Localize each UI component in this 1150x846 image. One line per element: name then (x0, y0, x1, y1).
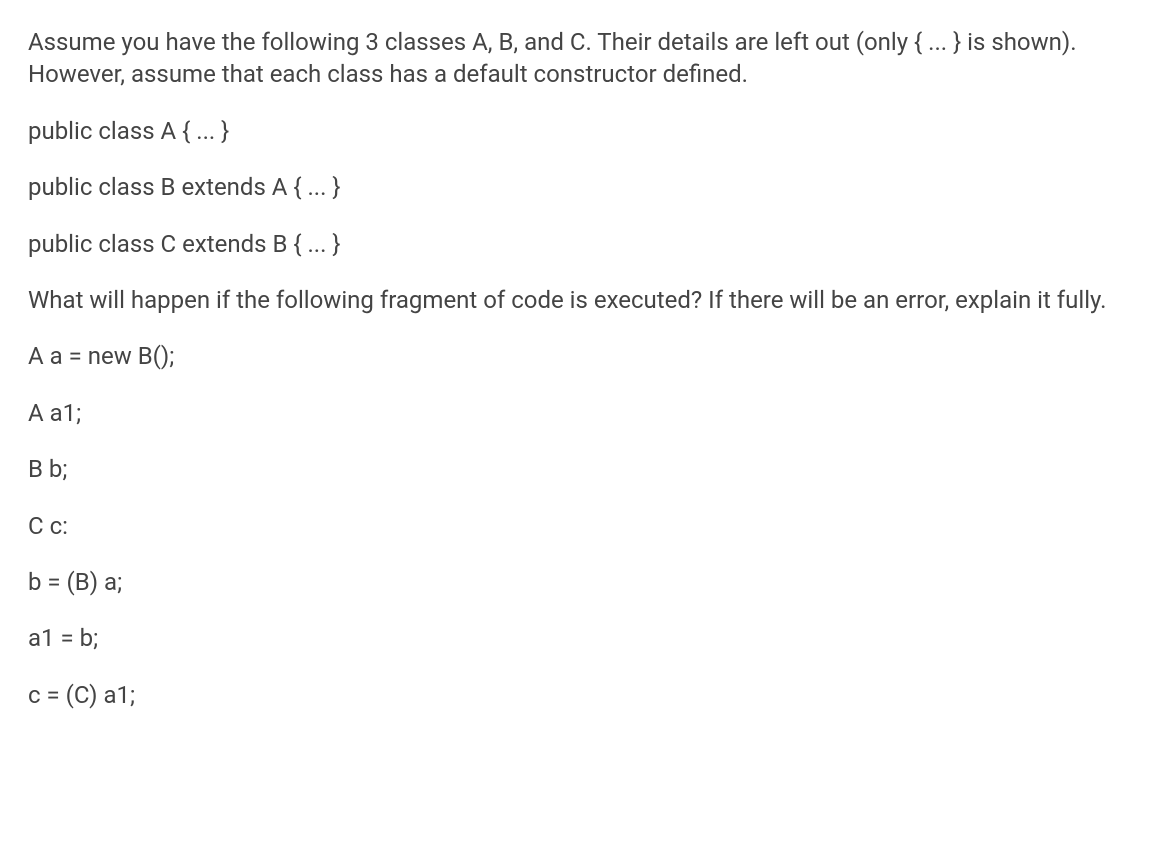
code-line-1: A a = new B(); (28, 340, 1122, 372)
class-def-b: public class B extends A { ... } (28, 171, 1122, 203)
class-def-a: public class A { ... } (28, 115, 1122, 147)
intro-paragraph: Assume you have the following 3 classes … (28, 26, 1122, 91)
code-line-2: A a1; (28, 397, 1122, 429)
code-line-7: c = (C) a1; (28, 679, 1122, 711)
code-line-5: b = (B) a; (28, 566, 1122, 598)
code-line-4: C c: (28, 510, 1122, 542)
question-paragraph: What will happen if the following fragme… (28, 284, 1122, 316)
code-line-3: B b; (28, 453, 1122, 485)
class-def-c: public class C extends B { ... } (28, 228, 1122, 260)
code-line-6: a1 = b; (28, 622, 1122, 654)
